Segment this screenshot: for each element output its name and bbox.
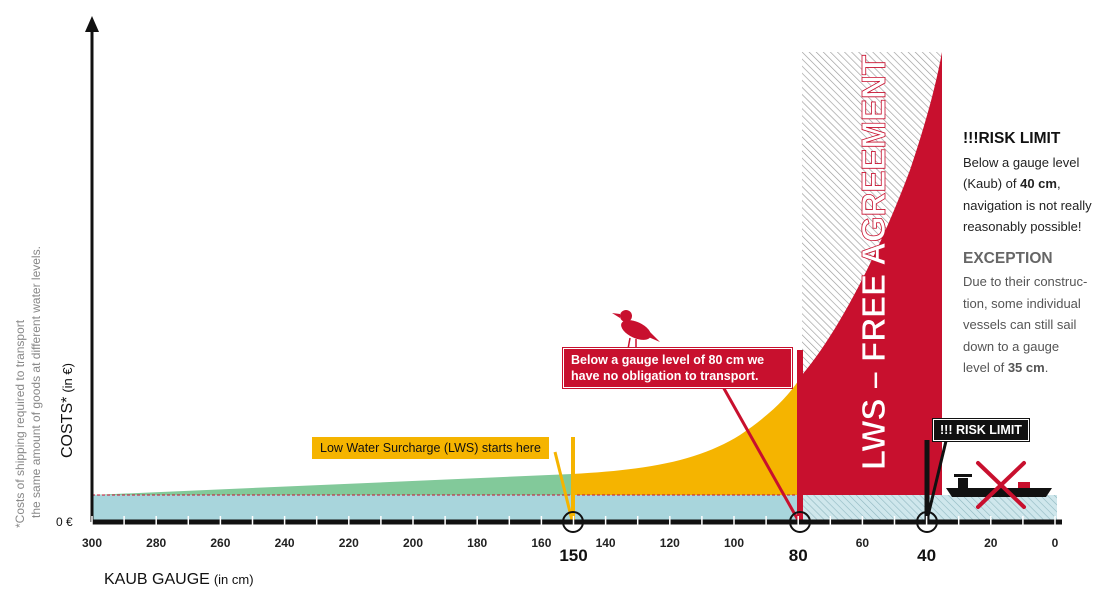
base-cost-band: [92, 495, 802, 522]
seagull-icon: [612, 310, 660, 350]
risk-text-2-row: (Kaub) of 40 cm,: [963, 176, 1061, 191]
exception-title: EXCEPTION: [963, 249, 1053, 267]
x-tick-label: 60: [856, 536, 870, 550]
lws-start-callout: Low Water Surcharge (LWS) starts here: [312, 437, 549, 459]
obligation-pointer: [720, 384, 800, 521]
green-wedge: [92, 474, 572, 495]
y-zero-label: 0 €: [56, 515, 73, 529]
x-tick-label: 100: [724, 536, 744, 550]
x-tick-label: 260: [210, 536, 230, 550]
marker-150-circle: [562, 511, 584, 533]
barge-icon: [946, 474, 1052, 497]
x-tick-label: 180: [467, 536, 487, 550]
x-highlight-label: 150: [559, 546, 587, 565]
x-tick-label: 160: [531, 536, 551, 550]
x-tick-label: 120: [660, 536, 680, 550]
footnote-line-2: the same amount of goods at different wa…: [29, 246, 43, 518]
x-tick-label: 0: [1052, 536, 1059, 550]
exception-value: 35 cm: [1007, 360, 1045, 375]
risk-text-3: navigation is not really: [963, 197, 1092, 213]
risk-limit-title: !!!RISK LIMIT: [963, 130, 1061, 147]
x-tick-label: 300: [82, 536, 102, 550]
x-axis-label: KAUB GAUGE (in cm): [104, 571, 254, 588]
marker-40-circle: [916, 511, 938, 533]
risk-limit-callout: !!! RISK LIMIT: [933, 419, 1029, 441]
x-tick-label: 220: [339, 536, 359, 550]
x-axis-ticks: 300 280 260 240 220 200 180 160 140 120 100 60 20 015…: [82, 516, 1059, 565]
risk-text-1: Below a gauge level: [963, 154, 1080, 170]
exception-text-5-row: level of 35 cm.: [963, 357, 1103, 379]
x-tick-label: 240: [275, 536, 295, 550]
exception-text-4: down to a gauge: [963, 338, 1060, 354]
exception-text-2: tion, some individual: [963, 295, 1081, 311]
side-panel: !!!RISK LIMIT Below a gauge level (Kaub)…: [963, 128, 1103, 379]
risk-pointer: [925, 440, 948, 521]
x-tick-label: 20: [984, 536, 998, 550]
footnote-line-1: *Costs of shipping required to transport: [13, 319, 27, 528]
no-obligation-callout: Below a gauge level of 80 cm we have no …: [563, 348, 792, 388]
x-highlight-label: 40: [917, 546, 936, 565]
risk-value: 40 cm: [1020, 176, 1057, 191]
exception-text-1: Due to their construc-: [963, 274, 1088, 289]
x-tick-label: 140: [596, 536, 616, 550]
exception-text-5: level of: [963, 360, 1005, 375]
x-tick-label: 200: [403, 536, 423, 550]
series-free-agreement-area: [802, 52, 942, 495]
free-agreement-label: LWS – FREE AGREEMENT: [855, 55, 892, 470]
risk-text-4: reasonably possible!: [963, 219, 1082, 234]
marker-80-circle: [789, 511, 811, 533]
x-highlight-label: 80: [789, 546, 808, 565]
y-axis-label: COSTS*(in €): [59, 363, 76, 458]
x-tick-label: 280: [146, 536, 166, 550]
lws-pointer: [553, 451, 574, 521]
cross-icon: [976, 461, 1026, 509]
exception-period: .: [1044, 360, 1049, 375]
y-axis-arrow: [85, 16, 99, 32]
series-lws-area: [572, 375, 802, 495]
risk-text-2: (Kaub) of: [963, 176, 1017, 191]
exception-text-3: vessels can still sail: [963, 317, 1077, 332]
